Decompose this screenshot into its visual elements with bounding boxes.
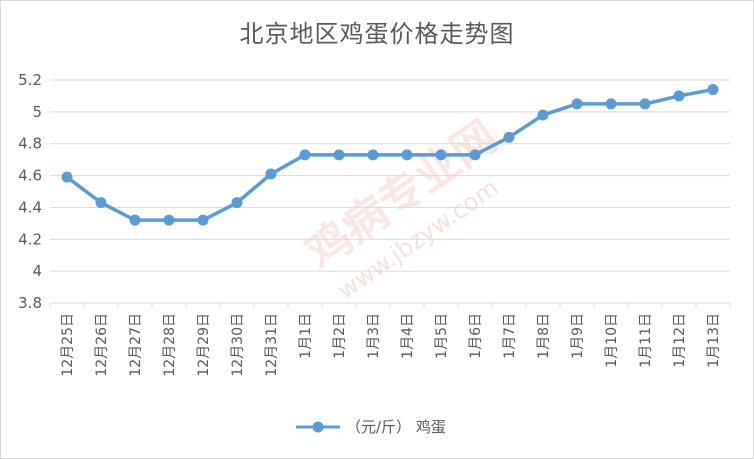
data-point <box>707 84 719 96</box>
data-point <box>503 131 515 143</box>
x-tick-label: 1月12日 <box>672 313 688 368</box>
data-point <box>537 109 549 121</box>
data-point <box>333 149 345 161</box>
data-point <box>231 197 243 209</box>
data-point <box>367 149 379 161</box>
x-tick-label: 1月4日 <box>400 313 416 359</box>
y-tick-label: 5 <box>32 103 42 121</box>
data-point <box>571 98 583 110</box>
x-tick-label: 12月28日 <box>162 313 178 377</box>
x-tick-label: 12月26日 <box>94 313 110 377</box>
data-point <box>673 90 685 102</box>
data-point <box>61 171 73 183</box>
y-tick-label: 3.8 <box>18 294 42 312</box>
y-tick-label: 4.4 <box>18 198 42 216</box>
x-tick-label: 12月31日 <box>264 313 280 377</box>
x-tick-label: 12月25日 <box>60 313 76 377</box>
legend-label: （元/斤） 鸡蛋 <box>346 418 446 436</box>
x-tick-label: 1月8日 <box>536 313 552 359</box>
y-axis-ticks: 3.8 4 4.2 4.4 4.6 4.8 5 5.2 <box>18 71 42 312</box>
legend: （元/斤） 鸡蛋 <box>296 418 446 436</box>
data-point <box>639 98 651 110</box>
x-tick-label: 1月13日 <box>706 313 722 368</box>
data-point <box>605 98 617 110</box>
data-point <box>197 214 209 226</box>
chart-title: 北京地区鸡蛋价格走势图 <box>239 20 515 48</box>
watermark: 鸡病专业网 www.jbzyw.com <box>297 111 506 305</box>
x-tick-label: 1月1日 <box>298 313 314 359</box>
series-line <box>65 87 714 222</box>
data-point <box>129 214 141 226</box>
x-tick-label: 1月3日 <box>366 313 382 359</box>
x-tick-label: 12月29日 <box>196 313 212 377</box>
data-point <box>435 149 447 161</box>
data-point <box>163 214 175 226</box>
data-point <box>469 149 481 161</box>
y-tick-label: 4 <box>32 262 42 280</box>
x-tick-label: 1月11日 <box>638 313 654 368</box>
x-tick-label: 1月2日 <box>332 313 348 359</box>
x-tick-label: 1月5日 <box>434 313 450 359</box>
x-axis-ticks: 12月25日 12月26日 12月27日 12月28日 12月29日 12月30日 12月3… <box>49 303 731 377</box>
y-tick-label: 4.2 <box>18 230 42 248</box>
y-tick-label: 5.2 <box>18 71 42 89</box>
x-tick-label: 12月30日 <box>230 313 246 377</box>
data-point <box>265 168 277 180</box>
x-tick-label: 1月10日 <box>604 313 620 368</box>
data-point <box>95 197 107 209</box>
series-eggs <box>61 84 719 226</box>
legend-marker <box>312 421 324 433</box>
x-tick-label: 1月9日 <box>570 313 586 359</box>
y-tick-label: 4.8 <box>18 135 42 153</box>
data-point <box>299 149 311 161</box>
x-tick-label: 12月27日 <box>128 313 144 377</box>
x-tick-label: 1月7日 <box>502 313 518 359</box>
data-point <box>401 149 413 161</box>
x-tick-label: 1月6日 <box>468 313 484 359</box>
y-tick-label: 4.6 <box>18 167 42 185</box>
